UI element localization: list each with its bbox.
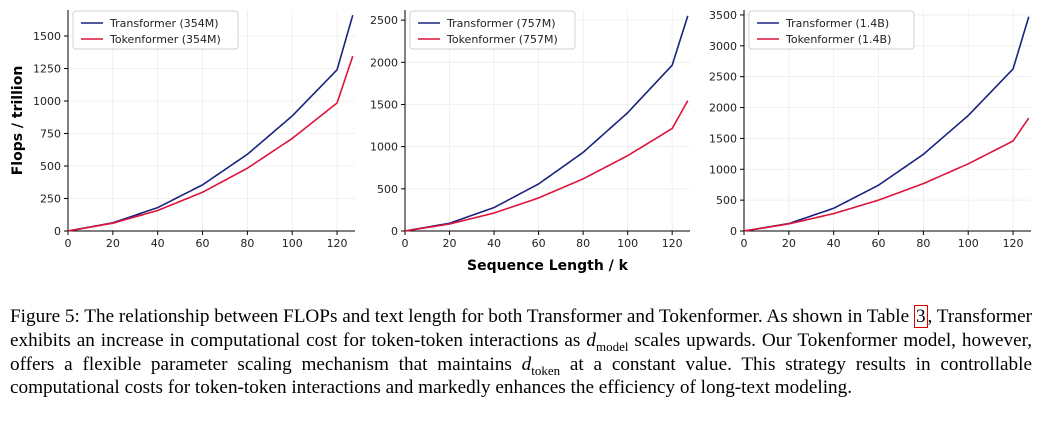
x-tick-label: 120: [327, 237, 348, 250]
token-subscript: token: [531, 362, 561, 378]
d-symbol: d: [521, 353, 532, 375]
y-tick-label: 500: [716, 194, 737, 207]
caption-part-4: at a constant value. This strategy resul…: [10, 353, 1032, 399]
caption-part-2: , Transformer exhibits an increase in co…: [10, 306, 1033, 351]
x-axis-label: Sequence Length / k: [467, 258, 629, 274]
y-tick-label: 1000: [33, 95, 61, 108]
y-tick-label: 3500: [709, 9, 737, 22]
x-tick-label: 40: [487, 237, 501, 250]
legend-box: [409, 10, 576, 50]
y-tick-label: 1500: [709, 132, 737, 145]
x-tick-label: 20: [106, 237, 120, 250]
y-tick-label: 0: [391, 225, 398, 238]
x-tick-label: 120: [662, 237, 683, 250]
y-tick-label: 1000: [370, 141, 398, 154]
y-axis-label: Flops / trillion: [10, 66, 26, 176]
x-tick-label: 80: [240, 237, 254, 250]
x-tick-label: 100: [282, 237, 303, 250]
legend-label: Transformer (1.4B): [785, 17, 889, 30]
y-tick-label: 2500: [709, 71, 737, 84]
legend-box: [72, 10, 239, 50]
y-tick-label: 1250: [33, 63, 61, 76]
x-tick-label: 0: [65, 237, 72, 250]
x-tick-label: 20: [782, 237, 796, 250]
d-symbol: d: [586, 329, 596, 351]
x-tick-label: 60: [196, 237, 210, 250]
x-tick-label: 0: [402, 237, 409, 250]
x-tick-label: 20: [443, 237, 457, 250]
legend-label: Tokenformer (757M): [446, 33, 558, 46]
x-tick-label: 80: [576, 237, 590, 250]
y-tick-label: 0: [730, 225, 737, 238]
x-tick-label: 40: [151, 237, 165, 250]
legend-label: Tokenformer (1.4B): [785, 33, 891, 46]
series-line-transformer: [404, 15, 689, 232]
y-tick-label: 1500: [370, 98, 398, 111]
x-tick-label: 100: [617, 237, 638, 250]
y-tick-label: 1500: [33, 30, 61, 43]
y-tick-label: 2000: [370, 56, 398, 69]
chart-panel-1: 0 20 40 60 80 100 120 0 250 500 750 1000 1250 1500 Tra…: [10, 10, 355, 250]
y-tick-label: 500: [40, 160, 61, 173]
legend-label: Tokenformer (354M): [109, 33, 221, 46]
legend-label: Transformer (354M): [109, 17, 219, 30]
y-tick-label: 250: [40, 193, 61, 206]
x-tick-label: 80: [916, 237, 930, 250]
legend-label: Transformer (757M): [446, 17, 556, 30]
y-tick-label: 1000: [709, 163, 737, 176]
y-tick-label: 3000: [709, 40, 737, 53]
x-tick-label: 40: [827, 237, 841, 250]
table-reference-link[interactable]: 3: [913, 305, 928, 328]
y-tick-label: 500: [377, 183, 398, 196]
caption-part-3: scales upwards. Our Tokenformer model, h…: [10, 329, 1033, 375]
x-tick-label: 120: [1003, 237, 1024, 250]
series-line-tokenformer: [743, 117, 1030, 232]
figure-caption: Figure 5: The relationship between FLOPs…: [10, 305, 1032, 400]
x-tick-label: 60: [532, 237, 546, 250]
y-tick-label: 2500: [370, 14, 398, 27]
model-subscript: model: [595, 338, 629, 354]
series-line-tokenformer: [67, 55, 354, 232]
series-line-tokenformer: [404, 100, 689, 232]
chart-panel-3: 0 20 40 60 80 100 120 0 500 1000 1500 2000 2500 3000 3…: [709, 9, 1031, 250]
y-tick-label: 2000: [709, 102, 737, 115]
y-tick-label: 0: [54, 225, 61, 238]
caption-lead: Figure 5: The relationship between FLOPs…: [10, 306, 914, 327]
x-tick-label: 60: [872, 237, 886, 250]
legend-box: [748, 10, 915, 50]
figure-panels: 0 20 40 60 80 100 1200250500750100012501500Tra…: [10, 9, 1031, 274]
y-tick-label: 750: [40, 128, 61, 141]
x-tick-label: 100: [958, 237, 979, 250]
chart-panel-2: 0 20 40 60 80 100 120 0 500 1000 1500 2000 2500 Trans…: [370, 10, 690, 274]
x-tick-label: 0: [741, 237, 748, 250]
